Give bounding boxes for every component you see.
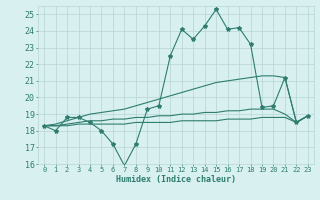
X-axis label: Humidex (Indice chaleur): Humidex (Indice chaleur): [116, 175, 236, 184]
